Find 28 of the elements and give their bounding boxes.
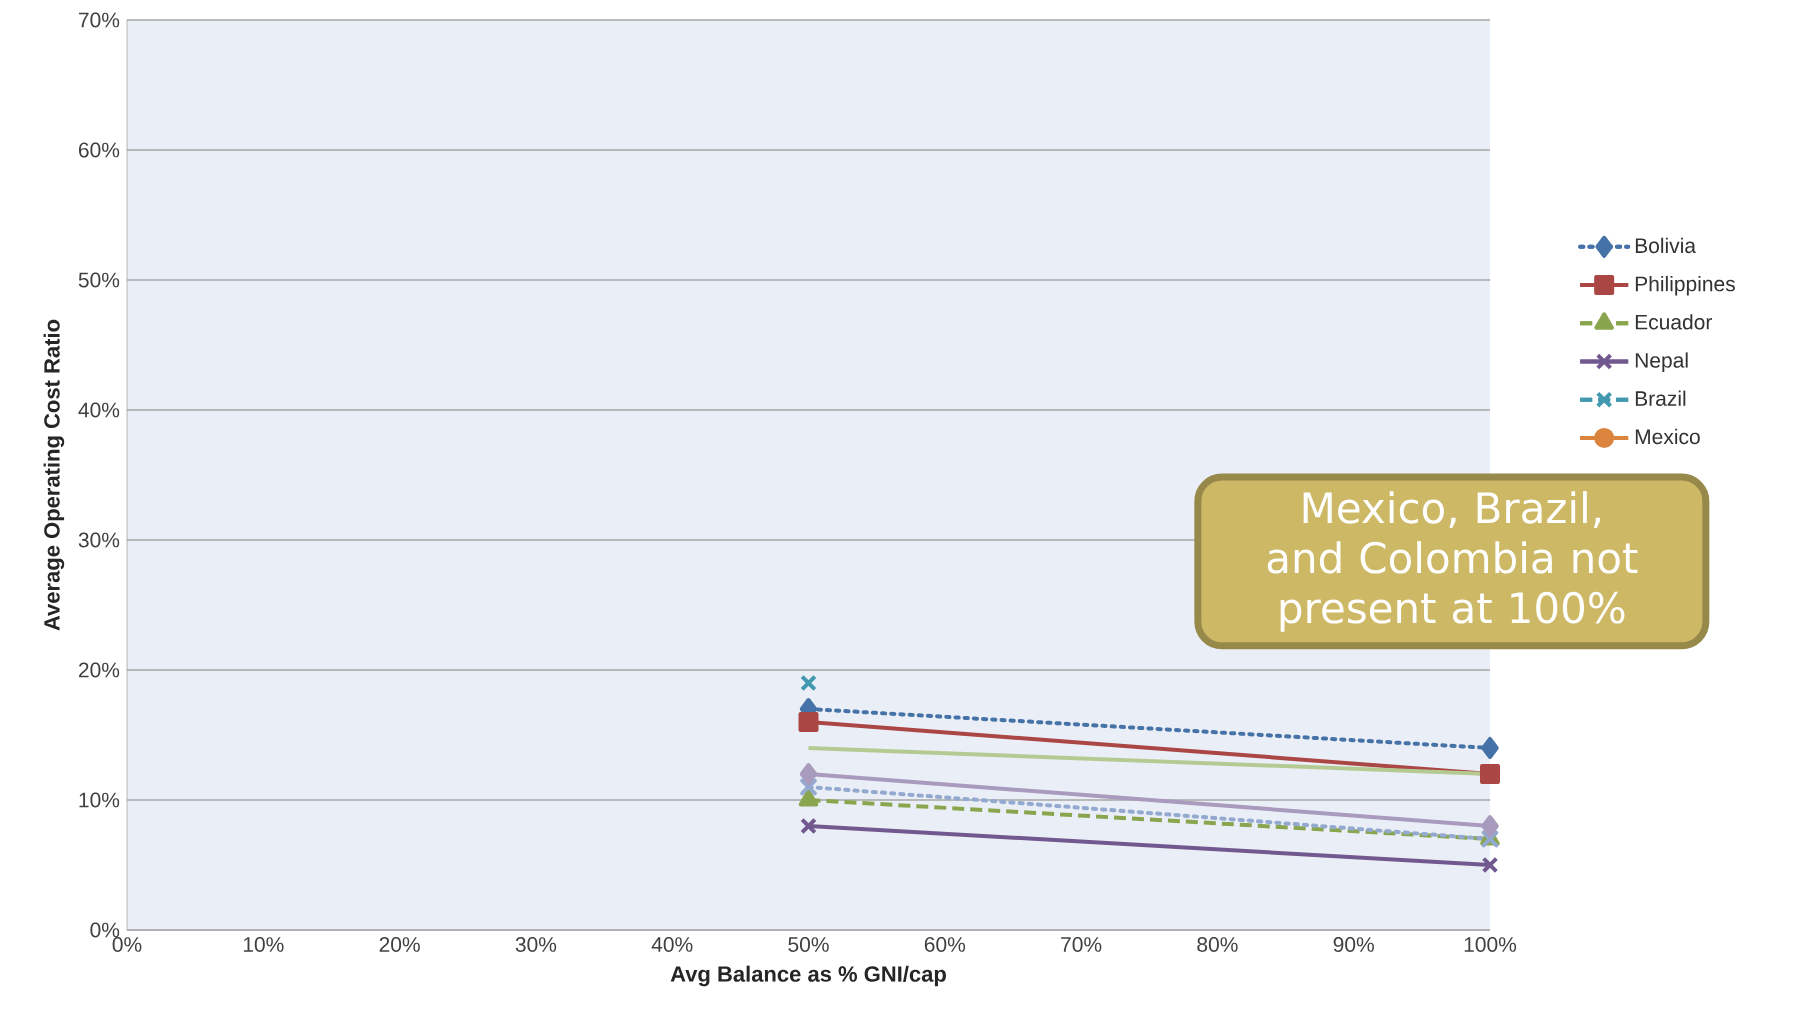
legend-label: Ecuador bbox=[1635, 314, 1713, 330]
x-tick-label: 90% bbox=[1333, 937, 1374, 952]
legend-label: Bolivia bbox=[1635, 237, 1697, 254]
y-tick-label: 30% bbox=[78, 532, 120, 548]
x-tick-label: 0% bbox=[112, 937, 142, 952]
y-tick-label: 20% bbox=[78, 662, 120, 678]
legend-label: Philippines bbox=[1635, 275, 1735, 296]
x-tick-label: 100% bbox=[1464, 937, 1517, 952]
legend-label: Brazil bbox=[1635, 390, 1686, 406]
x-tick-label: 30% bbox=[515, 937, 557, 952]
x-tick-label: 10% bbox=[243, 937, 284, 952]
y-tick-label: 70% bbox=[78, 12, 120, 28]
x-tick-label: 70% bbox=[1061, 937, 1102, 952]
x-tick-label: 60% bbox=[924, 937, 966, 952]
y-axis-title: Average Operating Cost Ratio bbox=[43, 319, 65, 631]
y-tick-label: 60% bbox=[78, 142, 120, 158]
legend-label: Mexico bbox=[1635, 428, 1700, 445]
x-tick-label: 20% bbox=[379, 937, 420, 952]
y-tick-label: 50% bbox=[78, 272, 120, 288]
x-tick-label: 40% bbox=[651, 937, 693, 952]
y-tick-label: 40% bbox=[78, 402, 120, 418]
legend-label: Nepal bbox=[1635, 352, 1688, 372]
y-tick-label: 0% bbox=[90, 922, 120, 938]
y-tick-label: 10% bbox=[79, 792, 120, 808]
annotation: Mexico, Brazil, and Colombia not present at 100% bbox=[1267, 491, 1638, 632]
x-tick-label: 80% bbox=[1197, 937, 1238, 952]
x-tick-label: 50% bbox=[788, 937, 829, 952]
x-axis-title: Avg Balance as % GNI/cap bbox=[670, 965, 946, 987]
